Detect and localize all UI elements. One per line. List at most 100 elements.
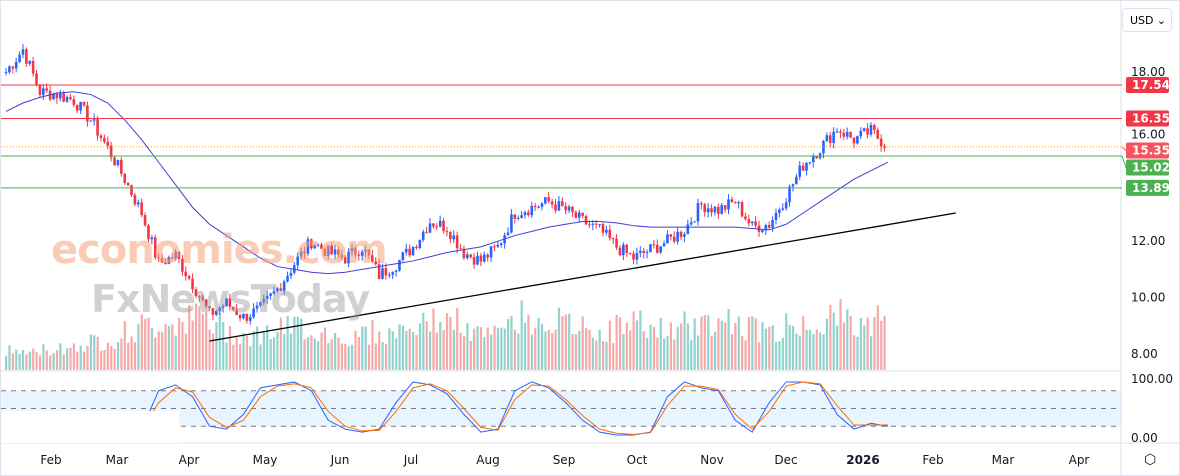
candle-body [676, 231, 679, 242]
volume-bar [422, 312, 425, 370]
candle-body [357, 254, 361, 256]
volume-bar [642, 331, 645, 370]
time-tick: May [253, 453, 278, 467]
candle-body [252, 308, 255, 318]
volume-bar [171, 324, 174, 370]
price-tick: 8.00 [1131, 347, 1158, 361]
candle-body [120, 159, 123, 174]
candle-body [493, 246, 496, 248]
volume-bar [557, 307, 561, 370]
candle-body [550, 201, 554, 205]
volume-bar [66, 348, 69, 370]
candle-body [479, 255, 483, 262]
candle-body [191, 278, 194, 290]
candle-body [801, 165, 805, 171]
candle-body [35, 73, 38, 85]
volume-bar [256, 326, 259, 370]
volume-bar [863, 325, 866, 370]
candle-body [425, 231, 428, 233]
candle-body [445, 231, 449, 233]
volume-bar [21, 349, 25, 370]
candle-body [79, 101, 82, 111]
candle-body [747, 219, 751, 224]
volume-bar [693, 318, 696, 370]
candle-body [123, 173, 127, 183]
volume-bar [72, 343, 76, 370]
time-tick: Mar [992, 453, 1015, 467]
volume-bar [283, 334, 286, 370]
volume-bar [313, 338, 316, 370]
volume-bar [713, 331, 717, 370]
volume-bar [476, 326, 479, 370]
candle-body [835, 131, 839, 133]
volume-bar [205, 311, 208, 370]
candle-body [408, 248, 411, 256]
currency-selector[interactable]: USD ⌄ [1122, 8, 1172, 32]
level-label-connector [1121, 146, 1127, 151]
volume-bar [367, 344, 371, 370]
volume-bar [635, 320, 639, 370]
volume-bar [83, 351, 86, 370]
candle-body [31, 61, 35, 74]
candle-body [45, 88, 49, 91]
gear-icon[interactable]: ⬡ [1144, 452, 1157, 468]
candle-body [38, 84, 42, 95]
volume-bar [232, 344, 235, 370]
volume-bar [876, 305, 879, 370]
volume-bar [208, 329, 211, 370]
volume-bar [452, 329, 455, 370]
candle-body [866, 128, 869, 135]
candle-body [449, 231, 452, 240]
candle-body [177, 251, 181, 259]
volume-bar [5, 355, 8, 370]
volume-bar [456, 308, 459, 370]
oscillator-tick: 100.00 [1131, 372, 1173, 386]
candle-body [153, 237, 157, 258]
candle-body [798, 165, 802, 177]
volume-bar [374, 343, 377, 370]
candle-body [815, 156, 818, 159]
candle-body [72, 99, 76, 105]
level-label: 15.35 [1132, 144, 1170, 158]
candle-body [442, 220, 445, 232]
volume-bar [493, 325, 496, 370]
candle-body [116, 159, 120, 166]
candle-body [8, 66, 11, 73]
oscillator-tick: 0.00 [1131, 431, 1158, 445]
volume-bar [574, 334, 578, 370]
candle-body [849, 131, 852, 138]
candle-body [584, 216, 588, 225]
volume-bar [659, 317, 662, 370]
candle-body [231, 306, 235, 310]
volume-bar [724, 322, 727, 370]
candle-body [825, 135, 829, 141]
candle-body [873, 124, 876, 131]
volume-bar [174, 335, 177, 370]
volume-bar [717, 318, 720, 370]
volume-bar [300, 318, 303, 370]
candle-body [130, 185, 133, 196]
volume-bar [646, 338, 649, 370]
candle-body [482, 254, 486, 262]
volume-bar [113, 348, 116, 370]
volume-bar [700, 316, 703, 370]
volume-bar [673, 339, 676, 370]
volume-bar [327, 343, 330, 370]
volume-bar [764, 328, 768, 370]
volume-bar [486, 327, 489, 370]
candle-body [727, 199, 730, 210]
candle-body [700, 203, 703, 205]
candle-body [839, 131, 842, 133]
candle-body [489, 246, 493, 258]
volume-bar [744, 340, 747, 370]
candle-body [313, 245, 316, 249]
candle-body [248, 317, 252, 321]
candle-body [672, 236, 676, 242]
volume-bar [520, 300, 523, 370]
candle-body [109, 145, 113, 158]
volume-bar [703, 314, 706, 370]
candle-body [496, 244, 500, 247]
candle-body [221, 306, 225, 308]
